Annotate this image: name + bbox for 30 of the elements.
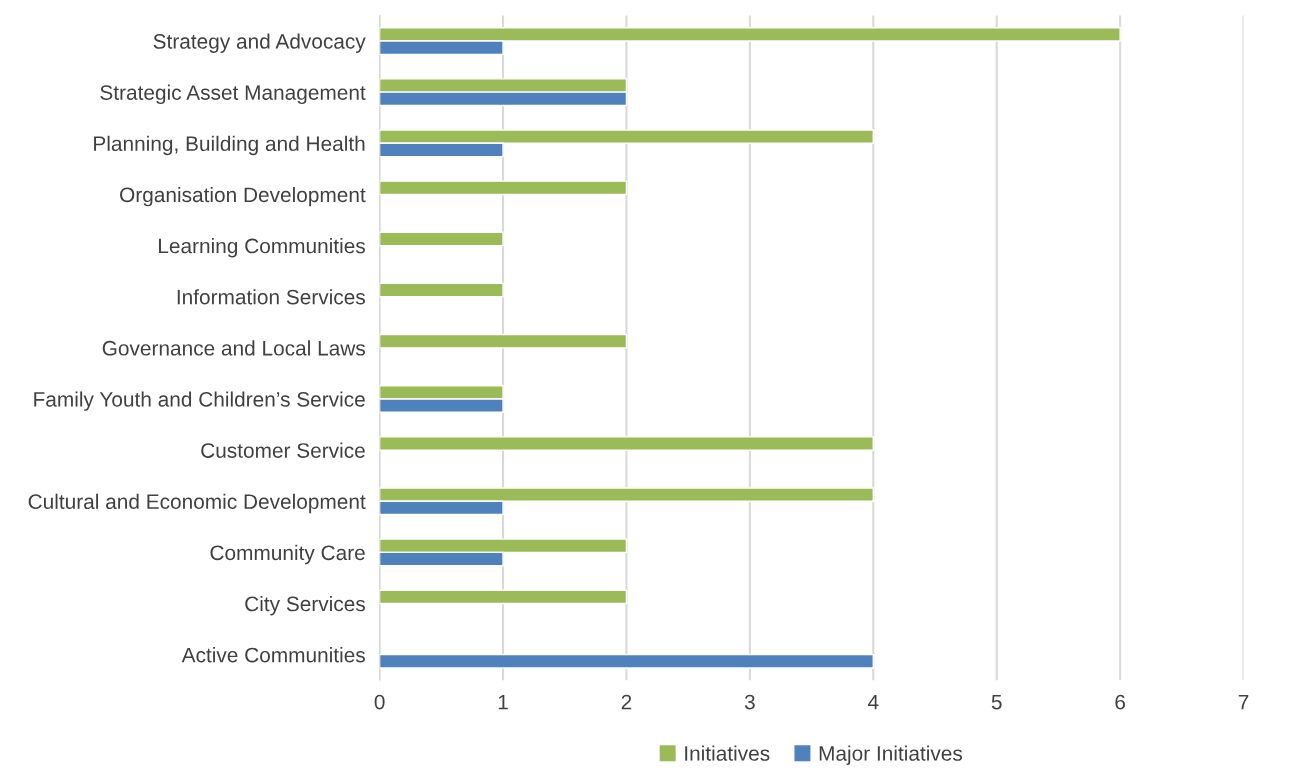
- y-tick-label: Active Communities: [181, 647, 365, 663]
- bar: [379, 589, 628, 605]
- bar: [379, 436, 874, 451]
- x-tick-label: 1: [498, 694, 508, 710]
- x-tick-label: 4: [867, 694, 879, 710]
- x-tick-label: 5: [991, 694, 1002, 710]
- bar: [379, 653, 874, 669]
- bar: [379, 180, 628, 196]
- bar: [379, 333, 628, 349]
- x-tick-label: 3: [744, 694, 755, 710]
- y-tick-label: Information Services: [177, 289, 365, 305]
- y-tick-label: Customer Service: [201, 442, 365, 458]
- y-tick-label: City Services: [245, 595, 365, 616]
- y-tick-label: Strategy and Advocacy: [153, 33, 366, 53]
- x-tick-label: 6: [1115, 694, 1126, 710]
- y-tick-label: Organisation Development: [120, 186, 366, 207]
- bar: [379, 231, 504, 247]
- bar: [379, 282, 504, 298]
- y-tick-label: Family Youth and Children’s Service: [34, 391, 365, 411]
- x-tick-label: 2: [621, 694, 632, 710]
- y-tick-label: Governance and Local Laws: [102, 340, 365, 356]
- y-tick-label: Strategic Asset Management: [100, 84, 366, 105]
- y-tick-label: Planning, Building and Health: [94, 135, 365, 156]
- y-tick-label: Learning Communities: [159, 238, 365, 258]
- legend-label: Initiatives: [685, 745, 770, 761]
- y-tick-label: Community Care: [210, 544, 365, 565]
- legend-label: Major Initiatives: [819, 745, 963, 765]
- x-tick-label: 7: [1238, 694, 1249, 710]
- x-tick-label: 0: [374, 694, 385, 710]
- y-tick-label: Cultural and Economic Development: [28, 493, 366, 514]
